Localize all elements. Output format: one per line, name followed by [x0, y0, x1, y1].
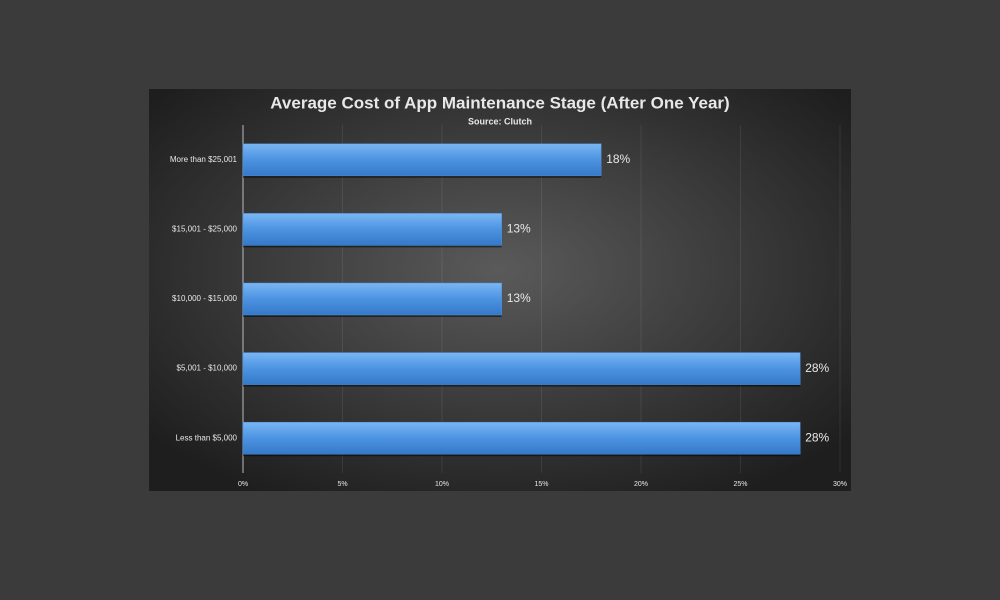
- bar: [242, 143, 602, 177]
- value-label: 28%: [805, 361, 829, 375]
- value-label: 28%: [805, 430, 829, 444]
- x-tick-label: 25%: [733, 481, 747, 488]
- x-tick-label: 5%: [337, 481, 347, 488]
- y-tick-label: More than $25,001: [170, 155, 238, 164]
- chart-subtitle: Source: Clutch: [468, 116, 532, 126]
- y-tick-label: $5,001 - $10,000: [177, 364, 238, 373]
- value-label: 13%: [507, 291, 531, 305]
- bar: [242, 282, 502, 316]
- value-label: 18%: [606, 152, 630, 166]
- value-label: 13%: [507, 222, 531, 236]
- bar: [242, 352, 801, 385]
- x-tick-label: 15%: [534, 481, 548, 488]
- x-tick-label: 0%: [238, 481, 248, 488]
- y-tick-label: $10,000 - $15,000: [172, 294, 237, 303]
- x-tick-label: 20%: [634, 481, 648, 488]
- chart-title: Average Cost of App Maintenance Stage (A…: [270, 93, 729, 112]
- bar: [242, 213, 502, 246]
- x-tick-label: 30%: [833, 481, 847, 488]
- bar: [242, 421, 801, 455]
- y-tick-label: $15,001 - $25,000: [172, 225, 237, 234]
- y-tick-label: Less than $5,000: [176, 433, 238, 442]
- x-tick-label: 10%: [435, 481, 449, 488]
